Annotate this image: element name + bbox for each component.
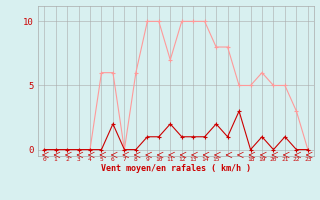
X-axis label: Vent moyen/en rafales ( km/h ): Vent moyen/en rafales ( km/h ) [101,164,251,173]
